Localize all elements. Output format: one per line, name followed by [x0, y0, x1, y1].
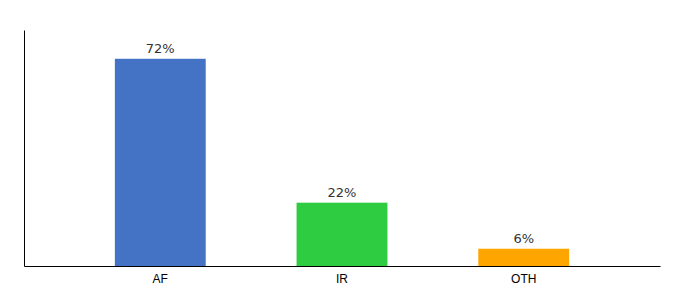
data-label: 22%: [328, 185, 357, 200]
chart: AF IR OTH 72% 22% 6%: [0, 0, 680, 300]
plot: AF IR OTH 72% 22% 6%: [25, 31, 661, 286]
bar: [478, 249, 569, 266]
x-axis-line: [25, 266, 661, 267]
x-tick: OTH: [511, 266, 536, 286]
x-tick-label: IR: [336, 272, 348, 286]
x-tick-label: AF: [153, 272, 168, 286]
x-tick: AF: [153, 266, 168, 286]
y-axis: [24, 31, 25, 267]
data-label: 6%: [513, 231, 534, 246]
x-tick-label: OTH: [511, 272, 536, 286]
bars: [115, 59, 569, 266]
bar: [115, 59, 206, 266]
bar: [297, 203, 388, 266]
data-labels: 72% 22% 6%: [146, 41, 534, 246]
y-axis-line: [24, 31, 25, 267]
data-label: 72%: [146, 41, 175, 56]
x-axis: AF IR OTH: [25, 266, 661, 286]
x-tick: IR: [336, 266, 348, 286]
